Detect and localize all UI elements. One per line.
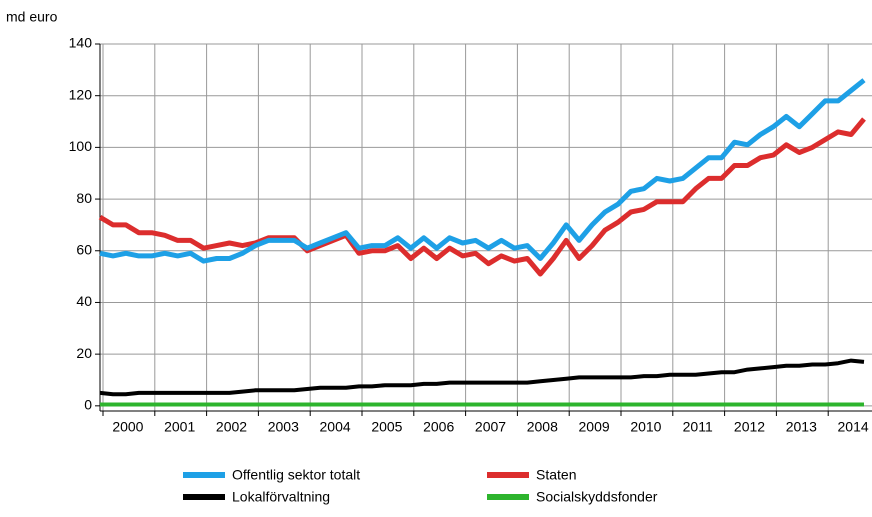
- y-axis-label: md euro: [6, 9, 58, 25]
- x-tick-label: 2001: [164, 419, 195, 435]
- y-tick-label: 120: [69, 86, 93, 102]
- x-tick-label: 2000: [112, 419, 143, 435]
- x-tick-label: 2012: [734, 419, 765, 435]
- y-tick-label: 40: [76, 293, 92, 309]
- x-tick-label: 2009: [579, 419, 610, 435]
- x-tick-label: 2014: [838, 419, 869, 435]
- x-tick-label: 2003: [268, 419, 299, 435]
- y-tick-label: 60: [76, 241, 92, 257]
- x-tick-label: 2002: [216, 419, 247, 435]
- x-tick-label: 2008: [527, 419, 558, 435]
- series-line: [99, 78, 866, 264]
- series-line: [98, 117, 866, 277]
- y-tick-label: 0: [84, 397, 92, 413]
- x-tick-label: 2013: [786, 419, 817, 435]
- x-tick-label: 2010: [630, 419, 661, 435]
- legend-label: Lokalförvaltning: [232, 489, 330, 505]
- x-tick-label: 2007: [475, 419, 506, 435]
- x-tick-label: 2004: [320, 419, 351, 435]
- y-tick-label: 80: [76, 190, 92, 206]
- y-tick-label: 140: [69, 35, 93, 51]
- y-tick-label: 20: [76, 345, 92, 361]
- series-line: [99, 358, 865, 397]
- x-tick-label: 2006: [423, 419, 454, 435]
- x-tick-label: 2005: [371, 419, 402, 435]
- legend-label: Staten: [536, 467, 576, 483]
- legend-label: Socialskyddsfonder: [536, 489, 658, 505]
- legend-label: Offentlig sektor totalt: [232, 467, 360, 483]
- x-tick-label: 2011: [683, 419, 713, 435]
- y-tick-label: 100: [69, 138, 93, 154]
